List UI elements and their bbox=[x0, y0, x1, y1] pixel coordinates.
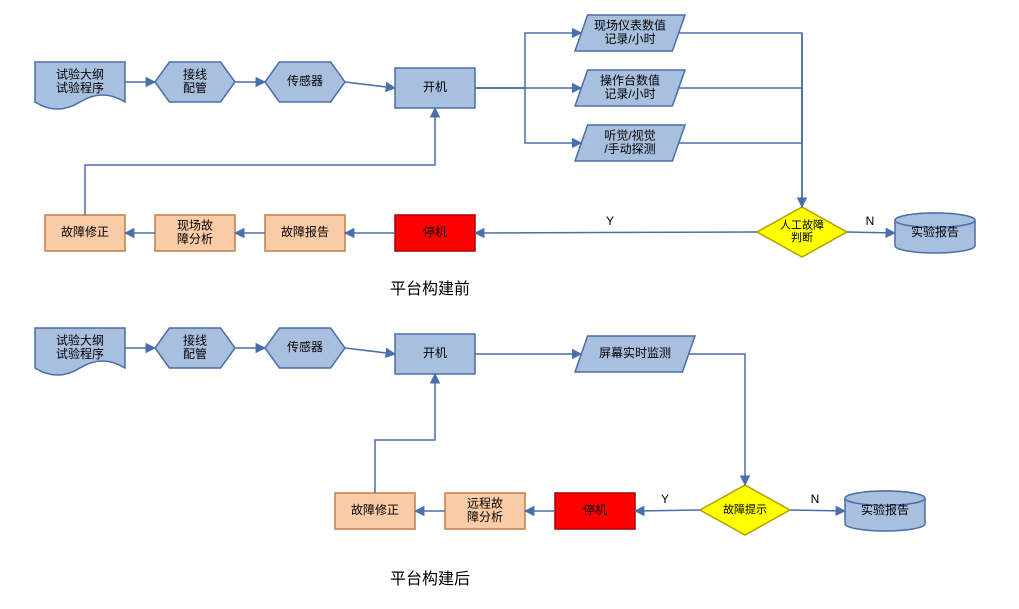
svg-text:接线: 接线 bbox=[183, 332, 207, 347]
section1-node-fix: 故障修正 bbox=[45, 215, 125, 251]
section2-node-analysis: 远程故障分析 bbox=[445, 493, 525, 529]
svg-text:故障修正: 故障修正 bbox=[61, 224, 109, 239]
section2-node-diamond: 故障提示 bbox=[700, 485, 790, 535]
section2-node-hex2: 传感器 bbox=[265, 328, 345, 368]
section2-node-fix: 故障修正 bbox=[335, 493, 415, 529]
svg-text:实验报告: 实验报告 bbox=[861, 502, 909, 517]
svg-text:判断: 判断 bbox=[791, 230, 813, 244]
svg-text:平台构建前: 平台构建前 bbox=[390, 280, 470, 298]
svg-text:障分析: 障分析 bbox=[177, 231, 213, 246]
section1-node-para1: 现场仪表数值记录/小时 bbox=[575, 15, 685, 51]
section1-node-report: 故障报告 bbox=[265, 215, 345, 251]
svg-text:Y: Y bbox=[606, 214, 614, 228]
section1-node-para3: 听觉/视觉/手动探测 bbox=[575, 125, 685, 161]
svg-text:人工故障: 人工故障 bbox=[780, 218, 824, 232]
svg-text:平台构建后: 平台构建后 bbox=[390, 570, 470, 588]
svg-text:配管: 配管 bbox=[183, 346, 207, 361]
svg-text:开机: 开机 bbox=[423, 80, 447, 94]
svg-text:传感器: 传感器 bbox=[287, 73, 323, 88]
svg-text:Y: Y bbox=[661, 492, 669, 506]
svg-text:试验程序: 试验程序 bbox=[56, 80, 104, 95]
svg-text:故障修正: 故障修正 bbox=[351, 502, 399, 517]
svg-text:记录/小时: 记录/小时 bbox=[604, 87, 655, 101]
section1-node-hex2: 传感器 bbox=[265, 62, 345, 102]
section1-node-analysis: 现场故障分析 bbox=[155, 215, 235, 251]
section2-node-start: 开机 bbox=[395, 334, 475, 374]
svg-text:/手动探测: /手动探测 bbox=[604, 142, 655, 156]
svg-text:现场故: 现场故 bbox=[177, 217, 213, 232]
svg-text:试验大纲: 试验大纲 bbox=[56, 66, 104, 81]
section2-node-para: 屏幕实时监测 bbox=[575, 336, 695, 372]
svg-text:停机: 停机 bbox=[583, 502, 607, 517]
svg-text:传感器: 传感器 bbox=[287, 339, 323, 354]
section1-node-para2: 操作台数值记录/小时 bbox=[575, 70, 685, 106]
svg-text:故障提示: 故障提示 bbox=[723, 502, 767, 516]
section1-node-hex1: 接线配管 bbox=[155, 62, 235, 102]
svg-text:听觉/视觉: 听觉/视觉 bbox=[604, 127, 655, 142]
svg-text:开机: 开机 bbox=[423, 346, 447, 360]
section1-node-start: 开机 bbox=[395, 68, 475, 108]
svg-text:接线: 接线 bbox=[183, 66, 207, 81]
svg-text:操作台数值: 操作台数值 bbox=[600, 72, 660, 87]
section2-node-doc: 试验大纲试验程序 bbox=[35, 328, 125, 375]
section1-node-diamond: 人工故障判断 bbox=[757, 207, 847, 257]
svg-text:障分析: 障分析 bbox=[467, 509, 503, 524]
svg-text:N: N bbox=[866, 214, 875, 228]
section1-node-stop: 停机 bbox=[395, 215, 475, 251]
svg-text:停机: 停机 bbox=[423, 224, 447, 239]
section1-node-cyl: 实验报告 bbox=[895, 213, 975, 253]
svg-text:试验大纲: 试验大纲 bbox=[56, 332, 104, 347]
svg-text:实验报告: 实验报告 bbox=[911, 224, 959, 239]
flowchart-canvas: 试验大纲试验程序接线配管传感器开机现场仪表数值记录/小时操作台数值记录/小时听觉… bbox=[0, 0, 1019, 609]
svg-text:屏幕实时监测: 屏幕实时监测 bbox=[599, 345, 671, 360]
svg-text:配管: 配管 bbox=[183, 80, 207, 95]
svg-text:记录/小时: 记录/小时 bbox=[604, 32, 655, 46]
svg-text:N: N bbox=[811, 492, 820, 506]
section1-node-doc: 试验大纲试验程序 bbox=[35, 62, 125, 109]
svg-text:试验程序: 试验程序 bbox=[56, 346, 104, 361]
svg-text:故障报告: 故障报告 bbox=[281, 224, 329, 239]
section2-node-stop: 停机 bbox=[555, 493, 635, 529]
section2-node-hex1: 接线配管 bbox=[155, 328, 235, 368]
svg-text:远程故: 远程故 bbox=[467, 495, 503, 510]
section2-node-cyl: 实验报告 bbox=[845, 491, 925, 531]
svg-text:现场仪表数值: 现场仪表数值 bbox=[594, 17, 666, 32]
